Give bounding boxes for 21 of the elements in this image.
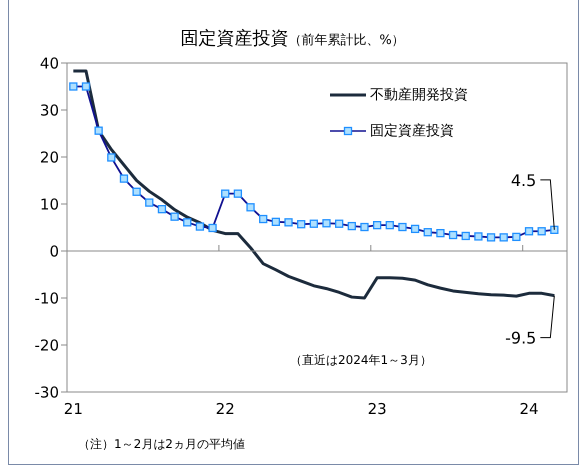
y-tick-label: -10 [34,289,59,308]
y-tick-label: 10 [40,195,59,214]
annotation: -9.5 [505,328,536,348]
chart-subtitle: （前年累計比、%） [288,33,405,48]
chart-title: 固定資産投資 [180,28,288,49]
y-tick-label: 30 [40,101,59,120]
y-tick-label: 40 [40,54,59,72]
x-tick-label: 23 [368,400,387,418]
text: （注）1～2月は2ヵ月の平均値 [78,436,245,453]
line-series [72,69,556,300]
x-tick-label: 22 [216,400,235,418]
x-tick-label: 21 [64,400,83,418]
y-tick-label: -20 [34,336,59,354]
y-tick-label: 0 [49,242,59,260]
x-tick-label: 24 [519,400,539,418]
annotation: （直近は2024年1～3月） [290,352,432,369]
y-tick-label: -30 [34,383,59,402]
legend-label: 固定資産投資 [370,122,454,140]
legend-label: 不動産開発投資 [370,86,468,104]
y-tick-label: 20 [40,148,59,166]
annotation: 4.5 [510,170,536,190]
